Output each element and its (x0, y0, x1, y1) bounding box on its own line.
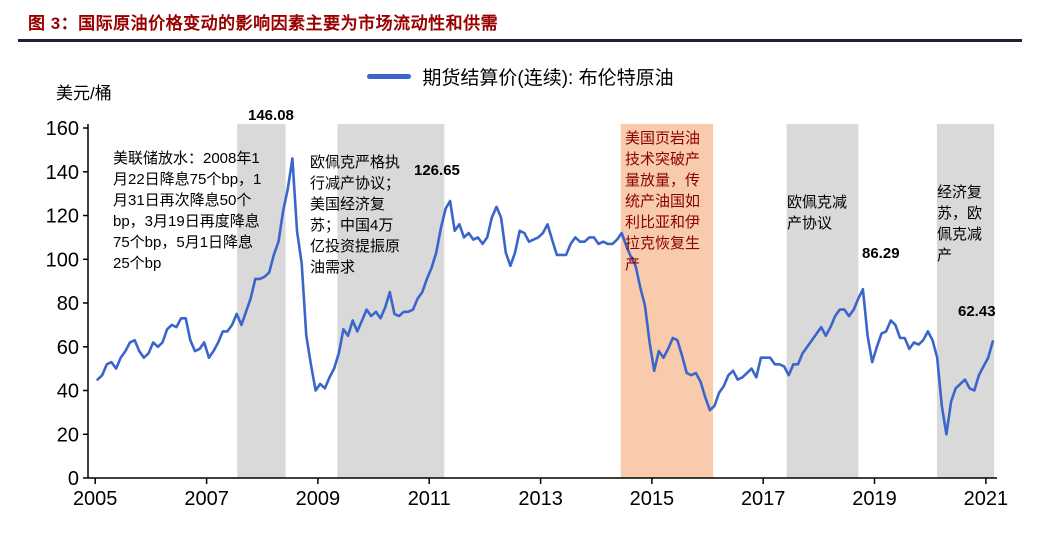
svg-text:2009: 2009 (296, 488, 341, 510)
svg-text:2021: 2021 (964, 488, 1009, 510)
annotation-fed-easing: 美联储放水：2008年1月22日降息75个bp，1月31日再次降息50个bp，3… (113, 150, 262, 272)
figure-title: 图 3：国际原油价格变动的影响因素主要为市场流动性和供需 (28, 14, 499, 33)
svg-text:2007: 2007 (184, 488, 229, 510)
svg-text:2015: 2015 (630, 488, 675, 510)
annotation-economic-recovery: 经济复苏，欧佩克减产 (937, 184, 983, 264)
svg-text:2019: 2019 (852, 488, 897, 510)
svg-text:20: 20 (57, 424, 79, 446)
legend-line-swatch (367, 74, 412, 79)
annotation-opec-cut-deal: 欧佩克减产协议 (787, 194, 848, 232)
svg-text:2011: 2011 (408, 488, 451, 510)
svg-text:140: 140 (46, 162, 79, 184)
annotation-us-shale-breakout: 美国页岩油技术突破产量放量，传统产油国如利比亚和伊拉克恢复生产 (625, 130, 701, 273)
peak-label-2018: 86.29 (862, 245, 900, 262)
legend-label: 期货结算价(连续): 布伦特原油 (422, 68, 674, 89)
title-divider (18, 39, 1022, 42)
svg-text:100: 100 (46, 249, 79, 271)
y-axis-unit-label: 美元/桶 (56, 84, 112, 103)
svg-text:120: 120 (46, 206, 79, 228)
annotation-opec-cuts-2009: 欧佩克严格执行减产协议；美国经济复苏；中国4万亿投资提振原油需求 (310, 154, 401, 276)
peak-label-2011: 126.65 (414, 162, 460, 179)
svg-text:2013: 2013 (518, 488, 563, 510)
peak-label-2008: 146.08 (248, 107, 294, 124)
peak-label-2021: 62.43 (958, 303, 996, 320)
svg-text:60: 60 (57, 337, 79, 359)
svg-text:2005: 2005 (73, 488, 118, 510)
svg-text:80: 80 (57, 293, 79, 315)
svg-text:160: 160 (46, 118, 79, 140)
svg-text:0: 0 (68, 468, 79, 490)
svg-text:2017: 2017 (741, 488, 786, 510)
svg-text:40: 40 (57, 381, 79, 403)
legend: 期货结算价(连续): 布伦特原油 (0, 63, 1041, 90)
